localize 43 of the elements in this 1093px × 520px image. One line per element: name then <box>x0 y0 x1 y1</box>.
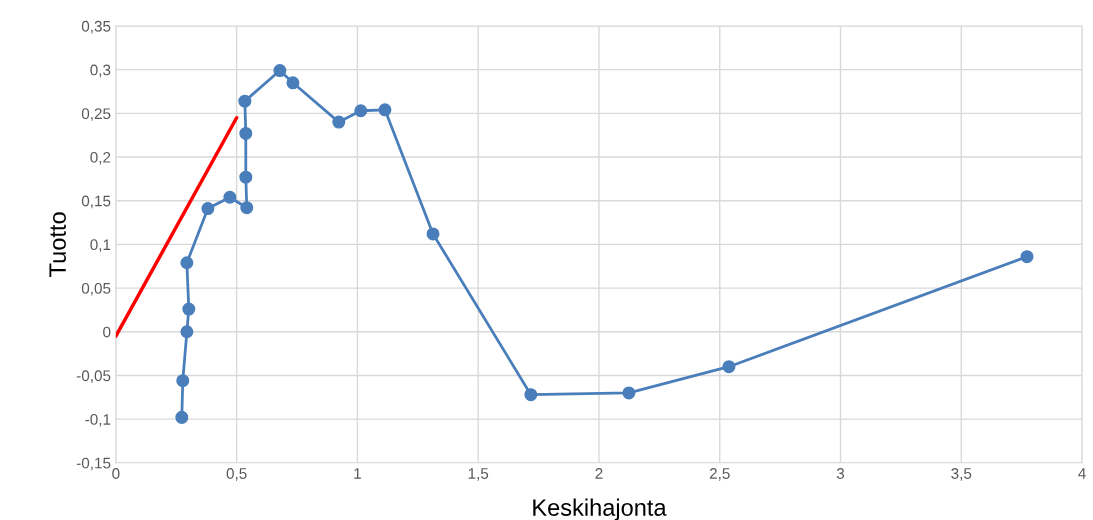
point <box>239 170 253 184</box>
x-tick-label: 1 <box>354 468 361 479</box>
x-tick-label: 2,5 <box>709 468 730 481</box>
point <box>223 190 237 204</box>
x-tick-label: 1,5 <box>468 468 489 481</box>
x-tick-label: 4 <box>1078 468 1086 479</box>
y-tick-label: 0,15 <box>81 195 111 209</box>
point <box>722 360 736 374</box>
x-axis-title: Keskihajonta <box>533 498 667 520</box>
y-tick-label: 0,35 <box>81 20 111 34</box>
x-tick-label: 2 <box>595 468 603 479</box>
x-tick-label: 3 <box>836 468 845 479</box>
point <box>240 201 254 215</box>
y-tick-label: 0 <box>103 326 111 338</box>
x-tick-label: 0,5 <box>226 468 247 481</box>
point <box>239 126 253 140</box>
point <box>182 302 196 316</box>
x-tick-label: 0 <box>112 468 120 479</box>
point <box>180 325 194 339</box>
point <box>180 256 194 270</box>
point <box>238 94 252 108</box>
x-tick-label: 3,5 <box>951 468 972 481</box>
point <box>286 76 300 90</box>
y-tick-label: -0,15 <box>76 457 111 471</box>
y-tick-label: 0,3 <box>90 64 111 78</box>
y-tick-label: 0,05 <box>81 282 111 296</box>
y-tick-label: -0,1 <box>85 413 111 427</box>
point <box>622 386 636 400</box>
point <box>354 104 368 118</box>
point <box>524 388 538 402</box>
point <box>332 115 346 129</box>
y-tick-label: 0,2 <box>90 151 111 165</box>
y-axis-title: Tuotto <box>49 212 66 277</box>
point <box>273 64 287 78</box>
y-tick-label: 0,25 <box>81 108 111 121</box>
point <box>1020 250 1034 264</box>
point <box>201 202 215 216</box>
point <box>378 103 392 117</box>
y-tick-label: 0,1 <box>90 239 111 252</box>
point <box>176 374 190 388</box>
point <box>426 227 440 241</box>
y-tick-label: -0,05 <box>76 370 111 383</box>
point <box>175 410 189 424</box>
